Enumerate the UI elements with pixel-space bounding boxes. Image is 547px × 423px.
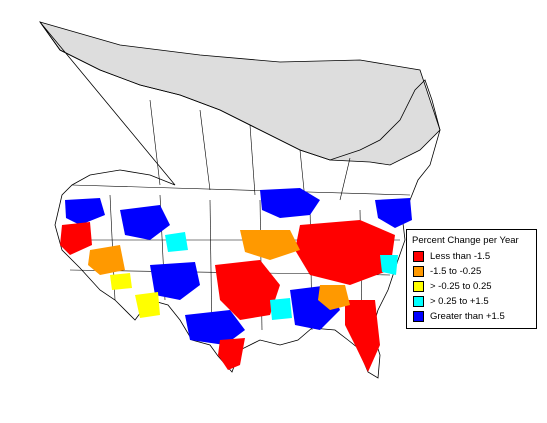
legend-swatch (413, 266, 424, 277)
legend-swatch (413, 281, 424, 292)
blue-patch (375, 198, 412, 228)
legend-label: Less than -1.5 (430, 251, 490, 262)
legend-label: -1.5 to -0.25 (430, 266, 481, 277)
red-patch (295, 220, 395, 285)
blue-patch (120, 205, 170, 240)
legend-swatch (413, 296, 424, 307)
legend-swatch (413, 311, 424, 322)
trend-patches (60, 188, 412, 372)
legend: Percent Change per Year Less than -1.5 -… (406, 229, 537, 329)
legend-item: > -0.25 to 0.25 (413, 279, 492, 293)
legend-item: -1.5 to -0.25 (413, 264, 481, 278)
red-patch (218, 338, 245, 370)
yellow-patch (110, 273, 132, 290)
red-patch (60, 222, 92, 255)
legend-label: Greater than +1.5 (430, 311, 505, 322)
legend-swatch (413, 251, 424, 262)
legend-item: Less than -1.5 (413, 249, 490, 263)
blue-patch (260, 188, 320, 218)
blue-patch (65, 198, 105, 225)
cyan-patch (380, 255, 398, 275)
legend-title: Percent Change per Year (412, 235, 519, 246)
northern-gray-region (40, 22, 440, 165)
legend-item: Greater than +1.5 (413, 309, 505, 323)
legend-label: > 0.25 to +1.5 (430, 296, 489, 307)
red-patch (345, 300, 380, 372)
cyan-patch (165, 232, 188, 252)
orange-patch (240, 230, 300, 260)
cyan-patch (270, 298, 292, 320)
legend-label: > -0.25 to 0.25 (430, 281, 492, 292)
yellow-patch (135, 292, 160, 318)
legend-item: > 0.25 to +1.5 (413, 294, 489, 308)
